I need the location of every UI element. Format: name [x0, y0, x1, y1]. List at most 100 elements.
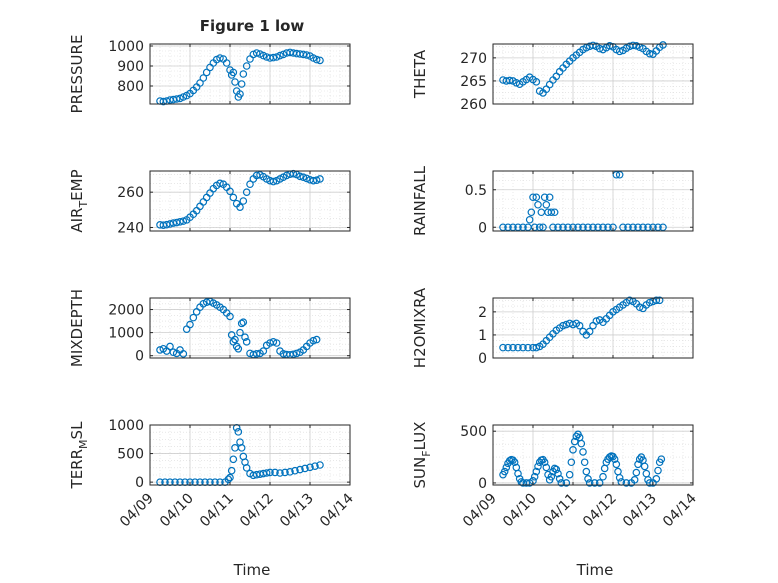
- data-series: [499, 430, 666, 487]
- data-point: [301, 464, 309, 473]
- data-point: [234, 344, 243, 353]
- data-point: [545, 193, 554, 202]
- data-point: [635, 303, 644, 312]
- y-axis-label-part: TERR: [68, 449, 86, 490]
- data-point: [569, 446, 577, 454]
- data-point: [514, 469, 522, 478]
- data-point: [654, 466, 662, 475]
- data-point: [316, 461, 324, 469]
- data-point: [236, 328, 244, 337]
- data-point: [657, 455, 666, 463]
- data-point: [645, 49, 654, 58]
- data-point: [246, 180, 254, 189]
- axis-ticks: [149, 171, 351, 231]
- y-tick-label: 1000: [108, 418, 144, 434]
- y-tick-label: 0: [478, 476, 487, 492]
- data-point: [514, 223, 522, 232]
- data-point: [306, 463, 314, 472]
- data-point: [610, 455, 619, 463]
- data-point: [311, 462, 319, 470]
- y-axis-label: PRESSURE: [68, 35, 86, 114]
- data-point: [524, 343, 532, 352]
- y-tick-label: 800: [117, 79, 144, 95]
- y-tick-label: 0: [478, 351, 487, 367]
- y-tick-label: 900: [117, 59, 144, 75]
- y-axis-label: TERRMSL: [68, 421, 90, 490]
- y-tick-label: 0: [135, 349, 144, 365]
- axis-ticks: [149, 44, 351, 104]
- data-point: [599, 223, 607, 232]
- data-point: [237, 80, 246, 88]
- data-point: [216, 179, 224, 188]
- data-point: [312, 335, 321, 344]
- data-point: [312, 55, 321, 64]
- data-point: [585, 327, 594, 336]
- x-axis-label-right: Time: [576, 561, 614, 579]
- axis-ticks: [149, 298, 351, 358]
- data-point: [574, 223, 582, 232]
- minor-grid: [492, 425, 694, 485]
- data-series: [499, 41, 667, 97]
- data-point: [605, 453, 614, 461]
- data-point: [166, 342, 174, 351]
- minor-grid: [149, 297, 351, 358]
- y-axis-label-subscript: F: [420, 450, 433, 456]
- data-point: [509, 343, 517, 352]
- data-point: [572, 432, 581, 441]
- axes-box: [149, 43, 351, 105]
- data-point: [562, 479, 571, 487]
- data-point: [312, 176, 321, 184]
- y-axis-label-part: SUN: [411, 457, 429, 489]
- data-point: [530, 472, 539, 481]
- axis-ticks: [492, 298, 694, 359]
- data-point: [216, 54, 224, 62]
- data-point: [502, 463, 511, 472]
- data-point: [654, 223, 662, 232]
- data-point: [286, 468, 294, 476]
- data-point: [309, 336, 318, 345]
- data-point: [584, 223, 592, 232]
- data-point: [540, 458, 549, 467]
- data-point: [282, 171, 291, 180]
- data-point: [532, 343, 541, 352]
- data-point: [226, 187, 234, 196]
- y-tick-label: 500: [117, 447, 144, 463]
- data-point: [564, 223, 572, 232]
- data-point: [302, 51, 311, 59]
- data-point: [237, 319, 246, 328]
- data-point: [199, 74, 208, 82]
- axes-box: [149, 170, 351, 232]
- data-point: [619, 223, 627, 232]
- data-point: [509, 223, 517, 232]
- data-point: [169, 348, 178, 357]
- data-point: [579, 448, 587, 456]
- figure-title: Figure 1 low: [200, 17, 305, 35]
- y-axis-label: AIRTEMP: [68, 169, 90, 232]
- minor-grid: [492, 44, 694, 105]
- data-point: [557, 479, 566, 487]
- data-point: [499, 223, 507, 232]
- data-point: [272, 339, 281, 347]
- minor-grid: [492, 170, 694, 231]
- data-point: [316, 56, 324, 65]
- data-series: [156, 297, 321, 359]
- data-point: [172, 95, 181, 103]
- y-tick-label: 260: [460, 97, 487, 113]
- data-point: [547, 208, 556, 217]
- data-point: [532, 78, 541, 86]
- data-point: [510, 458, 519, 467]
- data-point: [505, 456, 514, 465]
- x-axis-label-left: Time: [233, 561, 271, 579]
- data-point: [622, 479, 631, 487]
- y-axis-label: RAINFALL: [411, 165, 429, 236]
- data-point: [186, 320, 194, 329]
- data-point: [309, 176, 318, 185]
- axes-box: [149, 297, 351, 359]
- data-point: [559, 321, 567, 330]
- data-point: [599, 472, 607, 481]
- data-point: [534, 462, 542, 471]
- subplot-5: 0 1000 2000 MIXDEPTH: [68, 289, 351, 367]
- data-point: [612, 170, 621, 179]
- data-point: [550, 464, 559, 473]
- y-tick-label: 0: [478, 220, 487, 236]
